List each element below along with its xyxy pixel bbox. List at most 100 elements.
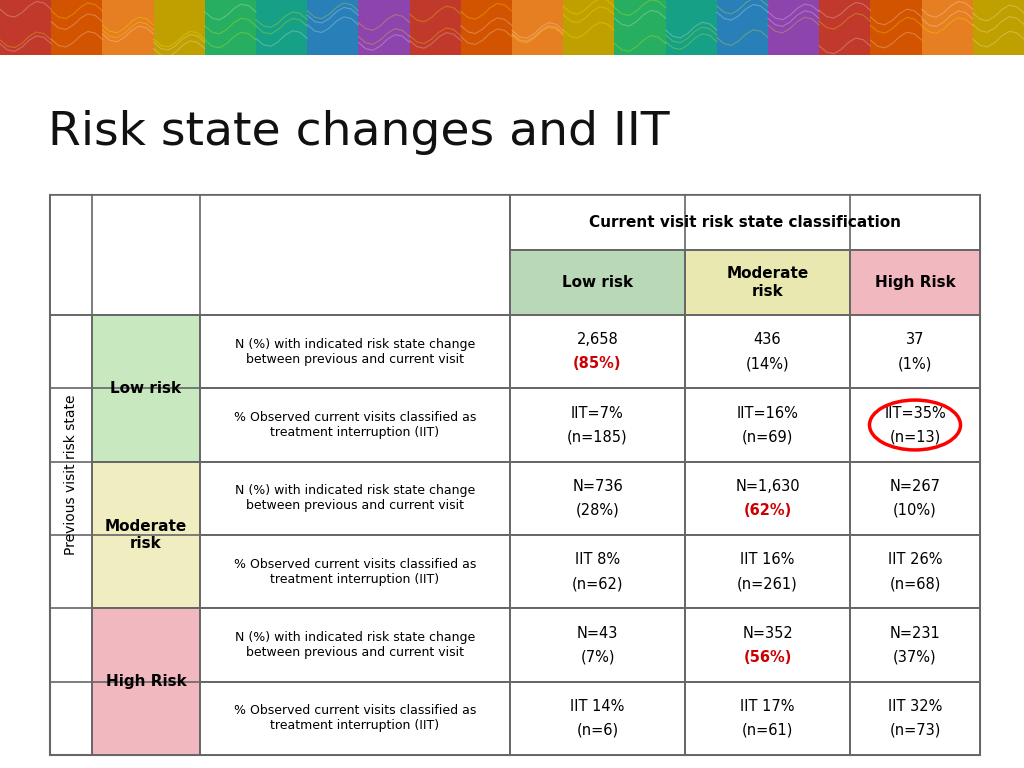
Bar <box>154 0 205 55</box>
Text: (n=73): (n=73) <box>889 723 941 738</box>
Text: IIT=35%: IIT=35% <box>884 406 946 421</box>
Bar <box>922 0 973 55</box>
Bar <box>850 250 980 315</box>
Text: 436: 436 <box>754 333 781 347</box>
Bar <box>92 462 200 608</box>
Text: N (%) with indicated risk state change
between previous and current visit: N (%) with indicated risk state change b… <box>234 338 475 366</box>
Text: (10%): (10%) <box>893 503 937 518</box>
Bar <box>850 608 980 682</box>
Text: (37%): (37%) <box>893 650 937 664</box>
Bar <box>410 0 461 55</box>
Text: Risk state changes and IIT: Risk state changes and IIT <box>48 110 670 155</box>
Bar <box>685 250 850 315</box>
Text: IIT 16%: IIT 16% <box>740 552 795 567</box>
Text: (62%): (62%) <box>743 503 792 518</box>
Bar <box>614 0 666 55</box>
Bar <box>200 462 510 535</box>
Text: N=736: N=736 <box>572 478 623 494</box>
Bar <box>685 389 850 462</box>
Bar <box>102 0 154 55</box>
Bar <box>200 682 510 755</box>
Bar <box>358 0 410 55</box>
Bar <box>256 0 307 55</box>
Bar <box>200 389 510 462</box>
Bar <box>51 0 102 55</box>
Text: Current visit risk state classification: Current visit risk state classification <box>589 215 901 230</box>
Bar <box>510 389 685 462</box>
Text: (n=261): (n=261) <box>737 576 798 591</box>
Text: (n=13): (n=13) <box>890 429 941 445</box>
Bar <box>205 0 256 55</box>
Bar <box>666 0 717 55</box>
Bar <box>973 0 1024 55</box>
Text: (n=6): (n=6) <box>577 723 618 738</box>
Text: IIT 32%: IIT 32% <box>888 699 942 713</box>
Bar <box>307 0 358 55</box>
Text: N (%) with indicated risk state change
between previous and current visit: N (%) with indicated risk state change b… <box>234 631 475 659</box>
Text: IIT 17%: IIT 17% <box>740 699 795 713</box>
Text: 2,658: 2,658 <box>577 333 618 347</box>
Text: N=1,630: N=1,630 <box>735 478 800 494</box>
Text: % Observed current visits classified as
treatment interruption (IIT): % Observed current visits classified as … <box>233 411 476 439</box>
Bar <box>510 682 685 755</box>
Bar <box>50 195 510 315</box>
Text: N (%) with indicated risk state change
between previous and current visit: N (%) with indicated risk state change b… <box>234 485 475 512</box>
Bar <box>850 389 980 462</box>
Bar <box>685 608 850 682</box>
Bar <box>510 535 685 608</box>
Text: IIT 26%: IIT 26% <box>888 552 942 567</box>
Bar <box>685 535 850 608</box>
Text: (14%): (14%) <box>745 356 790 371</box>
Bar <box>850 535 980 608</box>
Text: IIT=7%: IIT=7% <box>571 406 624 421</box>
Bar <box>563 0 614 55</box>
Text: High Risk: High Risk <box>105 674 186 689</box>
Bar <box>850 462 980 535</box>
Bar <box>200 315 510 389</box>
Bar <box>512 0 563 55</box>
Text: IIT 14%: IIT 14% <box>570 699 625 713</box>
Bar <box>819 0 870 55</box>
Bar <box>685 462 850 535</box>
Text: (n=62): (n=62) <box>571 576 624 591</box>
Text: Moderate
risk: Moderate risk <box>726 266 809 299</box>
Bar <box>717 0 768 55</box>
Bar <box>510 462 685 535</box>
Text: 37: 37 <box>906 333 925 347</box>
Bar <box>510 608 685 682</box>
Text: N=267: N=267 <box>890 478 940 494</box>
Bar <box>870 0 922 55</box>
Text: High Risk: High Risk <box>874 275 955 290</box>
Bar <box>685 315 850 389</box>
Text: (28%): (28%) <box>575 503 620 518</box>
Text: Moderate
risk: Moderate risk <box>104 519 187 551</box>
Text: (1%): (1%) <box>898 356 932 371</box>
Text: N=352: N=352 <box>742 625 793 641</box>
Text: Low risk: Low risk <box>562 275 633 290</box>
Bar <box>510 195 980 250</box>
Bar <box>768 0 819 55</box>
Text: % Observed current visits classified as
treatment interruption (IIT): % Observed current visits classified as … <box>233 558 476 586</box>
Text: (n=185): (n=185) <box>567 429 628 445</box>
Text: N=231: N=231 <box>890 625 940 641</box>
Text: (85%): (85%) <box>573 356 622 371</box>
Text: IIT 8%: IIT 8% <box>574 552 621 567</box>
Text: (56%): (56%) <box>743 650 792 664</box>
Bar <box>461 0 512 55</box>
Text: Previous visit risk state: Previous visit risk state <box>63 395 78 555</box>
Text: (n=69): (n=69) <box>741 429 794 445</box>
Text: IIT=16%: IIT=16% <box>736 406 799 421</box>
Bar <box>685 682 850 755</box>
Bar <box>510 315 685 389</box>
Bar <box>92 608 200 755</box>
Bar <box>850 315 980 389</box>
Text: (n=61): (n=61) <box>741 723 794 738</box>
Bar <box>50 195 980 755</box>
Text: N=43: N=43 <box>577 625 618 641</box>
Text: (n=68): (n=68) <box>889 576 941 591</box>
Text: Low risk: Low risk <box>111 381 181 396</box>
Bar <box>92 315 200 462</box>
Bar <box>200 535 510 608</box>
Bar <box>510 250 685 315</box>
Bar <box>850 682 980 755</box>
